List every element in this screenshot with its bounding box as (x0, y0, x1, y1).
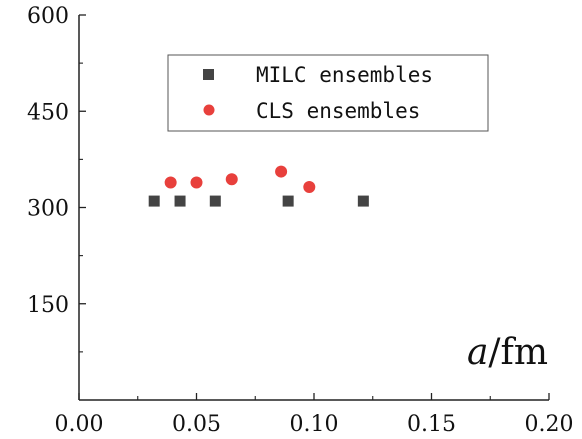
legend: MILC ensembles CLS ensembles (167, 54, 489, 132)
y-tick-label: 150 (27, 293, 69, 318)
x-tick-label: 0.20 (525, 412, 574, 437)
x-axis-unit: /fm (488, 332, 548, 373)
data-points (148, 165, 369, 207)
y-tick-label: 450 (27, 100, 69, 125)
point-cls (275, 165, 288, 178)
point-cls (225, 173, 238, 186)
point-milc (209, 195, 221, 207)
legend-label-cls: CLS ensembles (256, 99, 420, 123)
x-tick-label: 0.10 (290, 412, 339, 437)
x-axis-title: a/fm (467, 332, 548, 373)
legend-box (167, 54, 489, 132)
point-milc (174, 195, 186, 207)
legend-marker-cls (203, 104, 215, 116)
x-tick-label: 0.05 (172, 412, 221, 437)
point-milc (357, 195, 369, 207)
y-tick-label: 300 (27, 197, 69, 222)
ticks: 150 300 450 600 0.00 0.05 0.10 0.15 0.20 (27, 4, 573, 437)
x-axis-variable: a (467, 332, 488, 373)
x-tick-label: 0.15 (407, 412, 456, 437)
point-cls (190, 176, 203, 189)
y-tick-label: 600 (27, 4, 69, 29)
x-tick-label: 0.00 (55, 412, 104, 437)
point-milc (282, 195, 294, 207)
point-cls (164, 176, 177, 189)
legend-label-milc: MILC ensembles (256, 63, 433, 87)
point-milc (148, 195, 160, 207)
legend-marker-milc (203, 69, 214, 80)
point-cls (303, 180, 316, 193)
